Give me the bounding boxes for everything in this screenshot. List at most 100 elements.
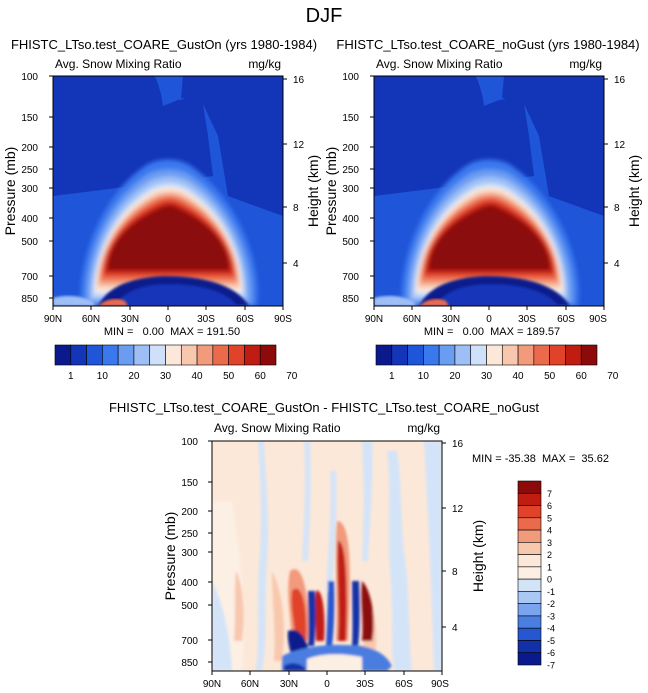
x-tick-label: 60N xyxy=(403,314,421,325)
x-tick-label: 90N xyxy=(44,314,62,325)
colorbar-swatch xyxy=(149,344,166,366)
y2-tick-label: 16 xyxy=(452,439,464,450)
colorbar-swatch xyxy=(517,640,542,654)
contour-pos-strong xyxy=(291,588,307,641)
y-tick-label: 250 xyxy=(181,529,198,540)
x-axis-latitude: 90N 60N 30N 0 30S 60S 90S xyxy=(44,306,292,325)
x-tick-label: 0 xyxy=(486,314,492,325)
colorbar-label: 10 xyxy=(97,371,109,382)
contour-pos-light xyxy=(234,571,244,641)
contour-neg-strong xyxy=(326,581,335,646)
colorbar-label: 5 xyxy=(547,513,552,523)
y-tick-label: 500 xyxy=(342,237,359,248)
contour-neg-light xyxy=(302,441,311,561)
colorbar-label: 60 xyxy=(576,371,588,382)
colorbar-swatch xyxy=(565,344,582,366)
colorbar-swatch xyxy=(212,344,229,366)
x-tick-label: 60N xyxy=(82,314,100,325)
y-tick-label: 200 xyxy=(21,143,38,154)
colorbar-label: 40 xyxy=(192,371,204,382)
colorbar-swatch xyxy=(517,603,542,617)
y-tick-label: 850 xyxy=(21,294,38,305)
y-tick-label: 850 xyxy=(342,294,359,305)
y-tick-label: 250 xyxy=(342,165,359,176)
x-tick-label: 90S xyxy=(274,314,292,325)
panel-diff-left-label: Avg. Snow Mixing Ratio xyxy=(214,421,341,435)
y-tick-label: 150 xyxy=(21,113,38,124)
colorbar-swatch xyxy=(517,492,542,506)
contour-pos-strong xyxy=(361,581,374,641)
stats-label: MIN = 0.00 MAX = 191.50 xyxy=(104,326,240,338)
colorbar-swatch xyxy=(580,344,598,366)
colorbar-label: 2 xyxy=(547,550,552,560)
y-tick-label: 850 xyxy=(181,658,198,669)
y-tick-label: 250 xyxy=(21,165,38,176)
colorbar-swatch xyxy=(549,344,566,366)
colorbar-swatch xyxy=(517,344,535,366)
colorbar-label: 40 xyxy=(513,371,525,382)
contour-pos-strong xyxy=(337,541,347,641)
colorbar-label: 20 xyxy=(128,371,140,382)
contour-neg-strong xyxy=(284,663,307,671)
y2-tick-label: 4 xyxy=(614,259,620,270)
y-tick-label: 150 xyxy=(181,478,198,489)
y2-tick-label: 16 xyxy=(293,75,305,86)
panel-no-gust: FHISTC_LTso.test_COARE_noGust (yrs 1980-… xyxy=(323,37,642,382)
colorbar-swatch xyxy=(259,344,277,366)
x-tick-label: 30S xyxy=(518,314,536,325)
y-axis-pressure: 100 150 200 250 300 400 500 700 850 xyxy=(21,72,53,305)
y-axis-title: Pressure (mb) xyxy=(323,147,339,236)
colorbar-label: -3 xyxy=(547,611,555,621)
panel-gust-on-case-title: FHISTC_LTso.test_COARE_GustOn (yrs 1980-… xyxy=(11,37,317,52)
colorbar-label: 1 xyxy=(68,371,74,382)
x-tick-label: 0 xyxy=(324,679,330,690)
colorbar-swatch xyxy=(517,566,542,580)
colorbar-label: 1 xyxy=(547,562,552,572)
panel-gust-on: FHISTC_LTso.test_COARE_GustOn (yrs 1980-… xyxy=(2,37,321,382)
x-tick-label: 30N xyxy=(121,314,139,325)
colorbar-label: 7 xyxy=(547,489,552,499)
x-tick-label: 0 xyxy=(165,314,171,325)
y2-axis-title: Height (km) xyxy=(305,155,321,227)
contour-neg-light xyxy=(387,451,412,671)
colorbar-label: -5 xyxy=(547,636,555,646)
x-axis-latitude: 90N 60N 30N 0 30S 60S 90S xyxy=(203,671,449,690)
contour-l11 xyxy=(108,205,229,270)
colorbar-label: 70 xyxy=(286,371,298,382)
colorbar-label: -1 xyxy=(547,587,555,597)
y-tick-label: 700 xyxy=(181,636,198,647)
y-axis-title: Pressure (mb) xyxy=(162,512,178,601)
y2-axis-title: Height (km) xyxy=(470,520,486,592)
y2-tick-label: 12 xyxy=(293,140,305,151)
lower-trop-blue xyxy=(113,284,238,306)
colorbar-label: -4 xyxy=(547,624,555,634)
y-axis-pressure: 100 150 200 250 300 400 500 700 850 xyxy=(181,437,212,669)
colorbar-no-gust: 1 10 20 30 40 50 60 70 xyxy=(375,344,619,382)
surface-patch xyxy=(374,295,416,306)
colorbar-label: -7 xyxy=(547,661,555,671)
colorbar-label: -2 xyxy=(547,599,555,609)
colorbar-label: 70 xyxy=(607,371,619,382)
colorbar-swatch xyxy=(407,344,424,366)
x-tick-label: 30N xyxy=(280,679,298,690)
x-tick-label: 60S xyxy=(395,679,413,690)
y-tick-label: 100 xyxy=(342,72,359,83)
field-upper-dark xyxy=(502,76,604,216)
x-tick-label: 30S xyxy=(356,679,374,690)
y-tick-label: 500 xyxy=(181,601,198,612)
y2-tick-label: 8 xyxy=(614,203,620,214)
y-tick-label: 400 xyxy=(342,214,359,225)
colorbar-swatch xyxy=(375,344,393,366)
colorbar-label: -6 xyxy=(547,648,555,658)
colorbar-label: 60 xyxy=(255,371,267,382)
colorbar-label: 0 xyxy=(547,575,552,585)
colorbar-label: 1 xyxy=(389,371,395,382)
field-upper-dark xyxy=(181,76,283,216)
surface-patch xyxy=(419,298,449,306)
contour-l11 xyxy=(429,205,550,270)
colorbar-swatch xyxy=(102,344,119,366)
y-tick-label: 500 xyxy=(21,237,38,248)
x-tick-label: 30N xyxy=(442,314,460,325)
stats-label: MIN = -35.38 MAX = 35.62 xyxy=(472,453,609,465)
y2-axis-height: 16 12 8 4 xyxy=(283,75,305,270)
